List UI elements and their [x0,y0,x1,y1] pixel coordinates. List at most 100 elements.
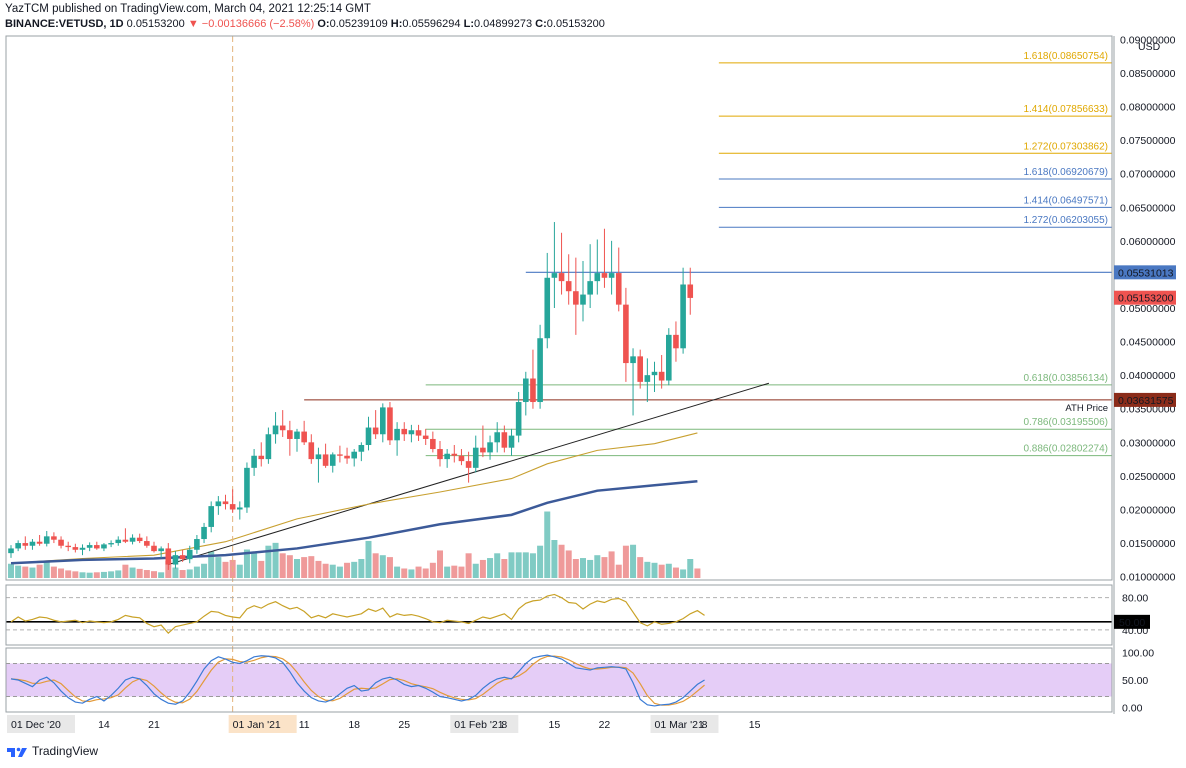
candle-body [615,273,622,305]
volume-bar [65,570,72,578]
price-tick-label: 0.08000000 [1120,102,1176,114]
volume-bar [308,556,315,578]
resistance-price-tag: 0.05531013 [1118,267,1174,279]
time-tick-label: 8 [702,719,708,731]
candle-body [465,461,472,468]
time-label-box [650,715,719,733]
volume-bar [665,563,672,578]
candle-body [186,549,193,560]
volume-bar [86,572,93,578]
candle-body [58,539,64,546]
candle-body [29,541,36,546]
candle-body [115,539,122,544]
volume-bar [572,559,579,578]
candle-body [265,434,272,460]
volume-bar [644,561,651,578]
time-label-box [7,715,75,733]
candle-body [94,545,100,549]
price-tick-label: 0.01000000 [1120,572,1176,584]
candle-body [15,543,21,549]
tradingview-logo-icon [7,747,27,757]
candle-body [623,304,629,364]
candle-body [673,334,679,349]
volume-bar [329,564,336,578]
volume-bar [158,572,165,578]
time-tick-label: 15 [549,719,561,731]
candle-body [294,431,300,439]
volume-bar [79,572,86,578]
candle-body [172,555,179,565]
candle-body [444,453,450,460]
candle-body [515,402,522,436]
last-price-tag-box [1114,290,1176,305]
volume-bar [301,557,308,578]
volume-bar [429,562,436,578]
candle-body [451,453,458,456]
candle-body [151,545,157,552]
volume-bar [372,553,379,578]
volume-bar [294,559,300,578]
resistance-price-tag-box [1114,265,1176,280]
volume-bar [379,555,386,578]
volume-bar [408,569,415,578]
volume-bar [286,555,293,578]
candle-body [658,371,665,381]
volume-bar [58,568,65,578]
volume-bar [487,558,494,578]
stoch-tick-label: 50.00 [1122,675,1148,687]
volume-bar [186,569,193,578]
volume-bar [622,545,629,578]
candle-body [287,430,293,439]
candle-body [637,356,643,382]
fib-level-label: 1.414(0.06497571) [1023,195,1108,206]
candle-body [144,541,150,546]
volume-bar [143,570,150,578]
rsi-level-box [1114,614,1150,629]
volume-bar [8,563,14,578]
candle-body [573,291,579,305]
candle-body [22,543,29,546]
publisher-line: YazTCM published on TradingView.com, Mar… [5,3,371,15]
volume-bar [580,558,586,578]
price-change: ▼ −0.00136666 (−2.58%) [187,18,315,30]
volume-bar [515,552,522,578]
ath-price-tag-box [1114,392,1176,407]
volume-bar [479,559,486,578]
candle-body [530,378,536,403]
volume-bar [365,540,372,578]
candle-body [523,378,529,403]
volume-bar [108,571,115,578]
volume-bar [115,570,122,578]
volume-bar [551,540,558,578]
candle-body [301,431,307,443]
candle-body [136,537,143,542]
volume-bar [272,542,279,578]
last-price: 0.05153200 [126,18,185,30]
rsi-line [10,593,705,634]
price-tick-label: 0.09000000 [1120,34,1176,46]
candle-body [365,427,372,446]
volume-bar [122,564,129,578]
price-tick-label: 0.02000000 [1120,504,1176,516]
volume-bar [36,564,43,578]
volume-bar [386,557,393,578]
volume-bar [179,570,186,578]
tradingview-footer: TradingView [6,744,98,758]
volume-bar [544,511,551,578]
time-label-box [228,715,297,733]
candle-body [608,273,615,278]
volume-bar [172,567,179,578]
volume-bar [537,545,544,578]
time-tick-label: 11 [299,719,310,731]
time-label-box [450,715,519,733]
ath-price-tag: 0.03631575 [1118,395,1174,407]
candle-body [351,451,357,459]
close-label: C: [535,18,547,30]
volume-bar [501,559,508,578]
fib-level-label: 1.272(0.07303862) [1023,141,1108,152]
time-tick-label: 01 Jan '21 [233,719,281,731]
footer-brand: TradingView [32,744,99,758]
fib-level-label: 0.618(0.03856134) [1023,373,1108,384]
volume-bar [208,551,215,578]
